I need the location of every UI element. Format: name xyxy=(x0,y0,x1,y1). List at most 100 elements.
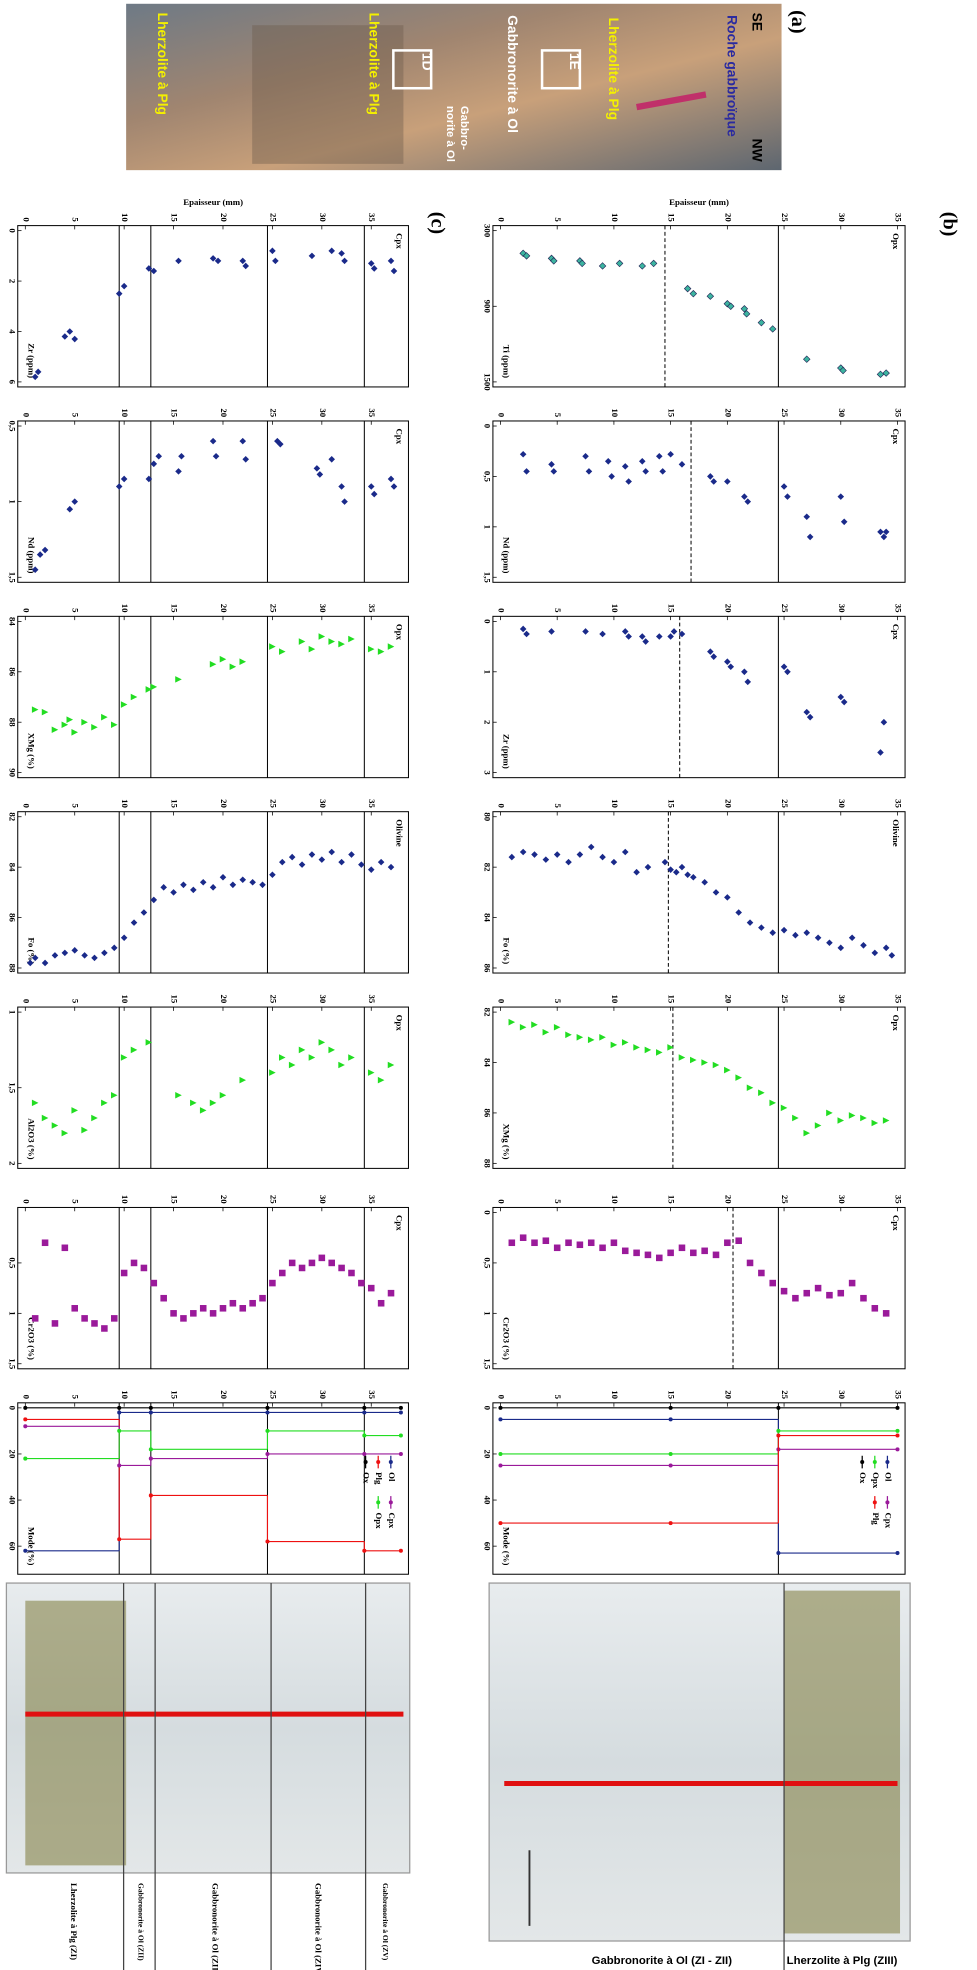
x-tick-label: 25 xyxy=(780,994,790,1003)
y-tick-label: 40 xyxy=(7,1496,17,1505)
y-tick-label: 1500 xyxy=(483,373,493,391)
y-tick-label: 82 xyxy=(483,1008,493,1017)
data-point xyxy=(269,643,276,650)
data-point xyxy=(690,873,697,881)
legend-label: Plg xyxy=(871,1512,881,1525)
data-point xyxy=(41,546,49,554)
data-point xyxy=(71,498,79,505)
data-point xyxy=(587,1036,595,1044)
zone-label: Gabbronorite à Ol (ZIV) xyxy=(314,1883,324,1970)
mineral-label: Olivine xyxy=(891,819,901,847)
data-point xyxy=(190,1099,197,1107)
y-tick-label: 84 xyxy=(7,863,17,872)
data-point xyxy=(145,265,153,272)
data-point xyxy=(633,1249,640,1257)
zone-label: Gabbronorite à Ol (ZII) xyxy=(136,1883,145,1961)
legend-marker xyxy=(885,1500,890,1505)
data-point xyxy=(882,1117,890,1124)
data-point xyxy=(684,871,691,878)
data-point xyxy=(120,934,128,942)
legend-marker xyxy=(388,1500,393,1505)
data-point xyxy=(625,478,632,485)
mineral-label: Opx xyxy=(891,1015,901,1032)
x-tick-label: 25 xyxy=(268,799,278,808)
data-point xyxy=(31,1099,39,1107)
data-point xyxy=(249,879,256,886)
y-tick-label: 80 xyxy=(483,812,493,821)
data-point xyxy=(370,265,378,272)
x-tick-label: 25 xyxy=(780,604,790,613)
data-point xyxy=(358,861,365,868)
y-tick-label: 2 xyxy=(7,1161,17,1166)
y-tick-label: 0 xyxy=(7,228,17,233)
x-tick-label: 35 xyxy=(367,604,377,613)
data-point xyxy=(610,1239,618,1247)
mode-point xyxy=(148,1410,153,1415)
data-point xyxy=(610,1041,618,1049)
photo-label: norite à Ol xyxy=(444,106,456,162)
data-point xyxy=(548,461,555,468)
data-point xyxy=(621,628,629,635)
data-point xyxy=(190,886,197,894)
data-point xyxy=(644,1046,652,1054)
legend-marker xyxy=(388,1460,393,1465)
mineral-label: Olivine xyxy=(394,819,404,847)
data-point xyxy=(670,628,678,635)
x-tick-label: 15 xyxy=(667,1195,677,1204)
data-point xyxy=(780,1287,788,1295)
data-point xyxy=(706,292,715,300)
data-point xyxy=(150,896,158,904)
data-point xyxy=(348,1054,355,1061)
mode-point xyxy=(895,1405,900,1410)
data-point xyxy=(542,1028,550,1036)
data-point xyxy=(209,884,217,891)
data-point xyxy=(318,1254,326,1262)
x-tick-label: 15 xyxy=(170,994,180,1003)
data-point xyxy=(587,843,595,851)
data-point xyxy=(175,257,182,265)
data-point xyxy=(880,533,888,541)
y-tick-label: 60 xyxy=(483,1542,493,1551)
x-tick-label: 15 xyxy=(667,799,677,808)
legend-label: Plg xyxy=(374,1472,384,1485)
data-point xyxy=(565,1031,572,1039)
data-point xyxy=(599,853,606,861)
x-tick-label: 10 xyxy=(610,1195,620,1204)
data-point xyxy=(678,461,686,468)
x-tick-label: 30 xyxy=(318,1390,328,1399)
y-tick-label: 1 xyxy=(483,670,493,674)
data-point xyxy=(269,871,276,878)
data-point xyxy=(661,858,669,866)
x-tick-label: 10 xyxy=(120,994,130,1003)
x-tick-label: 30 xyxy=(318,604,328,613)
data-point xyxy=(727,302,735,310)
x-tick-label: 20 xyxy=(219,1195,229,1204)
data-point xyxy=(837,693,845,701)
x-tick-label: 30 xyxy=(837,408,847,417)
y-tick-label: 88 xyxy=(483,1159,493,1168)
y-tick-label: 2 xyxy=(7,279,17,284)
mode-point xyxy=(776,1405,781,1410)
data-point xyxy=(338,858,345,866)
data-point xyxy=(209,255,217,262)
data-point xyxy=(519,625,527,633)
x-axis-title: Epaisseur (mm) xyxy=(183,197,243,207)
data-point xyxy=(387,1061,395,1069)
x-tick-label: 30 xyxy=(318,408,328,417)
data-point xyxy=(328,247,335,255)
data-point xyxy=(744,498,752,505)
mode-point xyxy=(776,1433,781,1438)
x-tick-label: 5 xyxy=(553,217,563,222)
data-point xyxy=(387,257,395,265)
photo-label: Roche gabbroïque xyxy=(724,15,740,137)
data-point xyxy=(298,861,306,868)
data-point xyxy=(61,1244,69,1252)
photo-label: Gabbro- xyxy=(458,106,470,150)
y-tick-label: 86 xyxy=(483,1109,493,1118)
data-point xyxy=(633,868,640,876)
y-tick-label: 300 xyxy=(483,224,493,238)
data-point xyxy=(642,638,649,645)
data-point xyxy=(608,473,615,480)
data-point xyxy=(803,1289,811,1297)
x-tick-label: 25 xyxy=(780,408,790,417)
